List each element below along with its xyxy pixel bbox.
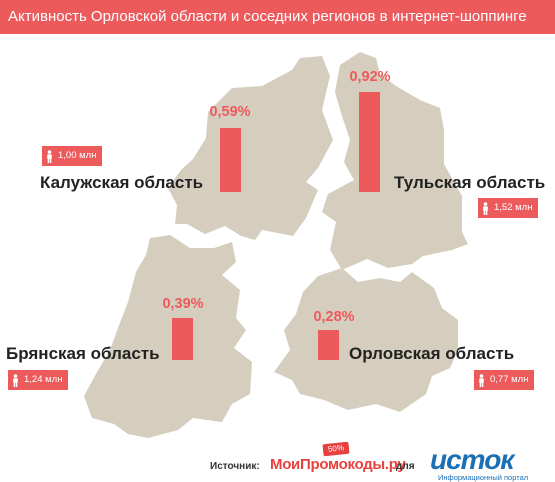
share-bar-tula — [359, 92, 380, 192]
source-discount-badge: 50% — [322, 441, 350, 457]
region-name-orel: Орловская область — [349, 344, 515, 363]
population-value-kaluga: 1,00 млн — [58, 150, 97, 161]
share-label-orel: 0,28% — [313, 309, 355, 325]
person-icon — [479, 373, 484, 387]
population-badge-orel: 0,77 млн — [474, 370, 535, 390]
region-shape-bryansk — [84, 235, 252, 438]
region-shape-orel — [274, 268, 458, 412]
population-badge-bryansk: 1,24 млн — [8, 370, 69, 390]
page-title: Активность Орловской области и соседних … — [0, 0, 555, 34]
source-footer: Источник: МоиПромокоды.ру 50% для исток … — [210, 441, 555, 482]
region-name-kaluga: Калужская область — [40, 173, 204, 192]
istok-logo-subtitle: Информационный портал — [438, 473, 529, 482]
person-icon — [13, 373, 18, 387]
population-badge-kaluga: 1,00 млн — [42, 146, 103, 166]
person-icon — [47, 149, 52, 163]
population-badge-tula: 1,52 млн — [478, 198, 539, 218]
share-label-kaluga: 0,59% — [209, 104, 251, 120]
population-value-orel: 0,77 млн — [490, 374, 529, 385]
share-label-bryansk: 0,39% — [162, 296, 204, 312]
share-bar-bryansk — [172, 318, 193, 360]
source-label: Источник: — [210, 461, 260, 472]
share-label-tula: 0,92% — [349, 69, 391, 85]
for-label: для — [396, 461, 415, 472]
region-shape-tula — [322, 52, 468, 270]
istok-logo[interactable]: исток — [430, 444, 514, 475]
source-link[interactable]: МоиПромокоды.ру — [270, 456, 406, 473]
share-bar-orel — [318, 330, 339, 360]
region-shape-kaluga — [168, 56, 333, 240]
region-name-bryansk: Брянская область — [6, 344, 160, 363]
person-icon — [483, 201, 488, 215]
population-value-tula: 1,52 млн — [494, 202, 533, 213]
share-bar-kaluga — [220, 128, 241, 192]
population-value-bryansk: 1,24 млн — [24, 374, 63, 385]
region-name-tula: Тульская область — [394, 173, 546, 192]
